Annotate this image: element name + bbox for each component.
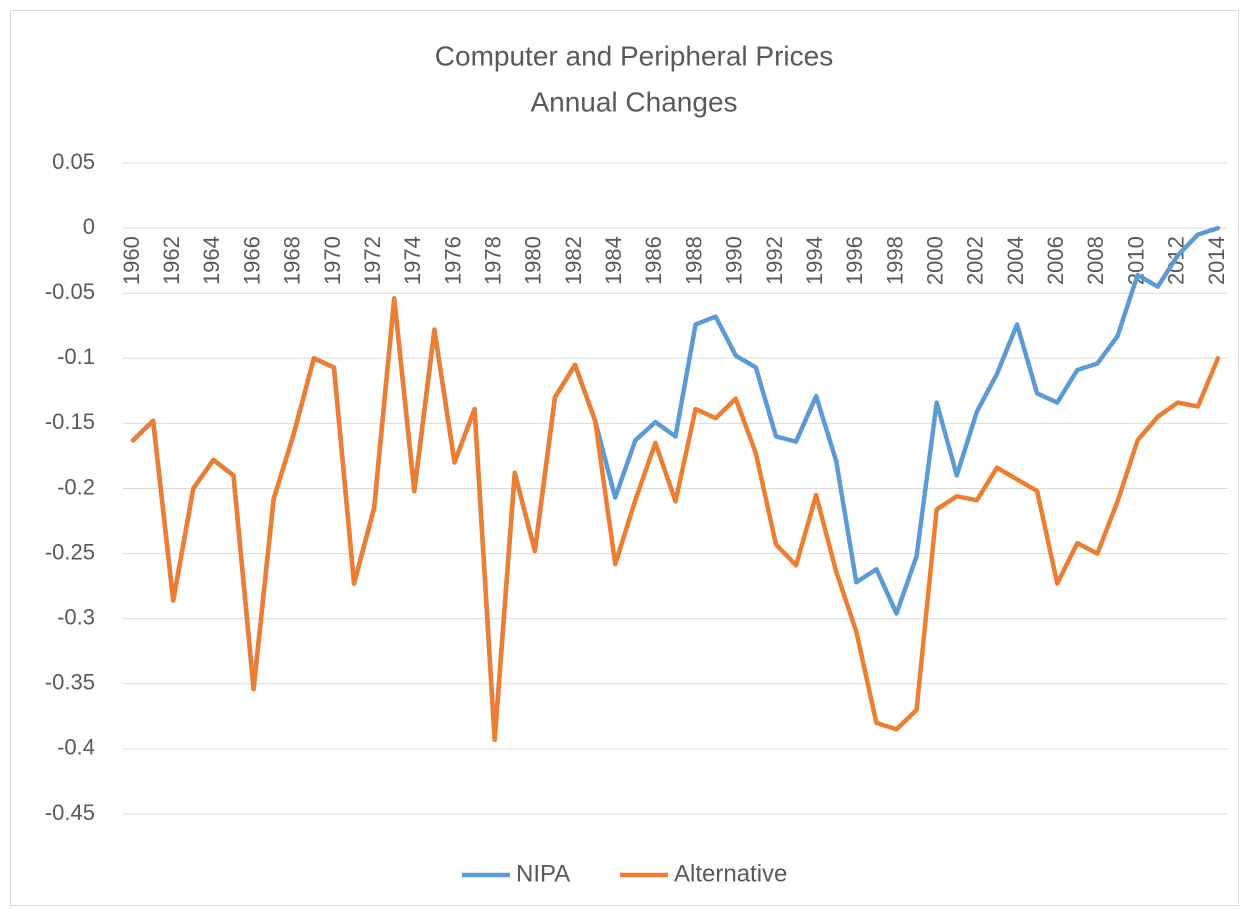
y-tick-label: 0.05 xyxy=(52,149,95,174)
chart-title: Computer and Peripheral Prices xyxy=(435,40,833,71)
data-line xyxy=(130,296,1221,743)
x-tick-label: 1970 xyxy=(320,236,345,285)
y-tick-label: -0.05 xyxy=(45,279,95,304)
x-tick-label: 1982 xyxy=(561,236,586,285)
y-tick-label: -0.4 xyxy=(57,735,95,760)
x-tick-label: 1988 xyxy=(681,236,706,285)
y-tick-label: -0.2 xyxy=(57,474,95,499)
x-tick-label: 1974 xyxy=(400,236,425,285)
x-tick-label: 1968 xyxy=(280,236,305,285)
x-tick-label: 1996 xyxy=(842,236,867,285)
y-tick-label: -0.1 xyxy=(57,344,95,369)
x-tick-label: 2006 xyxy=(1043,236,1068,285)
y-tick-label: -0.3 xyxy=(57,605,95,630)
x-tick-label: 2004 xyxy=(1003,236,1028,285)
y-tick-label: 0 xyxy=(83,214,95,239)
x-tick-label: 2002 xyxy=(963,236,988,285)
x-tick-label: 1962 xyxy=(159,236,184,285)
x-tick-label: 1984 xyxy=(601,236,626,285)
x-tick-label: 2008 xyxy=(1083,236,1108,285)
y-tick-label: -0.45 xyxy=(45,800,95,825)
x-tick-label: 1994 xyxy=(802,236,827,285)
x-tick-label: 1966 xyxy=(239,236,264,285)
chart-subtitle: Annual Changes xyxy=(530,86,737,117)
x-tick-label: 2014 xyxy=(1204,236,1229,285)
x-tick-label: 1960 xyxy=(119,236,144,285)
y-tick-label: -0.15 xyxy=(45,409,95,434)
legend-label: NIPA xyxy=(516,860,570,887)
x-tick-label: 1986 xyxy=(641,236,666,285)
chart-border xyxy=(10,10,1239,906)
legend-label: Alternative xyxy=(674,860,787,887)
x-tick-label: 1964 xyxy=(199,236,224,285)
x-tick-label: 1978 xyxy=(480,236,505,285)
x-tick-label: 1990 xyxy=(722,236,747,285)
x-tick-label: 1980 xyxy=(521,236,546,285)
y-tick-label: -0.25 xyxy=(45,539,95,564)
x-tick-label: 1976 xyxy=(440,236,465,285)
x-tick-label: 1972 xyxy=(360,236,385,285)
x-tick-label: 1992 xyxy=(762,236,787,285)
x-tick-label: 2000 xyxy=(922,236,947,285)
x-tick-label: 1998 xyxy=(882,236,907,285)
y-tick-label: -0.35 xyxy=(45,670,95,695)
